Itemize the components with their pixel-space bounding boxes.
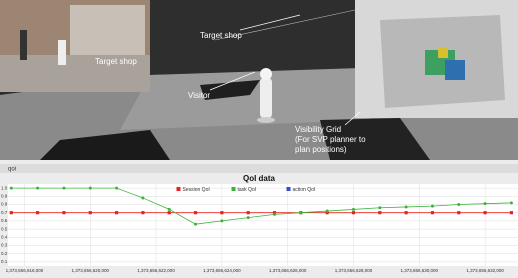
marker: [405, 205, 408, 208]
marker: [431, 211, 434, 214]
legend-swatch: [287, 187, 291, 191]
marker: [115, 211, 118, 214]
y-tick-label: 0.5: [1, 226, 8, 231]
legend-swatch: [177, 187, 181, 191]
marker: [510, 201, 513, 204]
camera-person: [20, 30, 27, 60]
marker: [483, 211, 486, 214]
marker: [431, 205, 434, 208]
annotation: Target shop: [95, 57, 137, 66]
y-tick-label: 0.3: [1, 243, 8, 248]
y-tick-label: 0.2: [1, 251, 8, 256]
chart-title: QoI data: [243, 174, 276, 183]
marker: [378, 211, 381, 214]
marker: [36, 211, 39, 214]
map-grid: [438, 48, 448, 58]
page: Target shop Target shop Visitor Visibili…: [0, 0, 518, 278]
marker: [326, 210, 329, 213]
x-tick-label: 1,373,656,618,000: [6, 268, 44, 273]
annotation: Visitor: [188, 91, 210, 100]
screen: Target shop Target shop Visitor Visibili…: [0, 0, 518, 278]
x-tick-label: 1,373,656,626,000: [269, 268, 307, 273]
marker: [89, 211, 92, 214]
marker: [484, 202, 487, 205]
marker: [89, 187, 92, 190]
marker: [62, 211, 65, 214]
marker: [352, 211, 355, 214]
annotation: plan positions): [295, 145, 347, 154]
y-tick-label: 0.8: [1, 202, 8, 207]
legend-label: Session QoI: [183, 187, 210, 193]
camera-robot: [58, 40, 66, 65]
x-tick-label: 1,373,656,628,000: [335, 268, 373, 273]
marker: [194, 223, 197, 226]
marker: [220, 211, 223, 214]
y-tick-label: 1.0: [1, 185, 8, 190]
marker: [10, 187, 13, 190]
legend-label: action QoI: [293, 187, 316, 193]
annotation: Target shop: [200, 31, 242, 40]
marker: [168, 211, 171, 214]
legend-swatch: [232, 187, 236, 191]
camera-wall: [70, 5, 145, 55]
panel-tabbar: [0, 164, 518, 173]
x-tick-label: 1,373,656,632,000: [466, 268, 504, 273]
marker: [510, 211, 513, 214]
marker: [378, 206, 381, 209]
marker: [115, 187, 118, 190]
marker: [194, 211, 197, 214]
marker: [141, 196, 144, 199]
marker: [220, 219, 223, 222]
panel-tab[interactable]: qoi: [8, 167, 16, 173]
y-tick-label: 0.1: [1, 259, 8, 264]
marker: [405, 211, 408, 214]
marker: [10, 211, 13, 214]
marker: [62, 187, 65, 190]
annotation: Visibility Grid: [295, 125, 341, 134]
marker: [141, 211, 144, 214]
marker: [247, 216, 250, 219]
legend-label: task QoI: [238, 187, 257, 193]
y-tick-label: 0.4: [1, 234, 8, 239]
x-tick-label: 1,373,656,620,000: [71, 268, 109, 273]
x-tick-label: 1,373,656,622,000: [137, 268, 175, 273]
y-tick-label: 0.9: [1, 193, 8, 198]
annotation: (For SVP planner to: [295, 135, 366, 144]
marker: [299, 211, 302, 214]
marker: [457, 211, 460, 214]
robot-base: [257, 117, 275, 123]
marker: [168, 208, 171, 211]
x-tick-label: 1,373,656,624,000: [203, 268, 241, 273]
map-grid: [445, 60, 465, 80]
robot-head: [260, 68, 272, 80]
x-tick-label: 1,373,656,630,000: [401, 268, 439, 273]
y-tick-label: 0.7: [1, 210, 8, 215]
y-tick-label: 0.6: [1, 218, 8, 223]
marker: [457, 203, 460, 206]
marker: [352, 208, 355, 211]
marker: [273, 213, 276, 216]
marker: [247, 211, 250, 214]
marker: [36, 187, 39, 190]
robot: [260, 78, 272, 118]
